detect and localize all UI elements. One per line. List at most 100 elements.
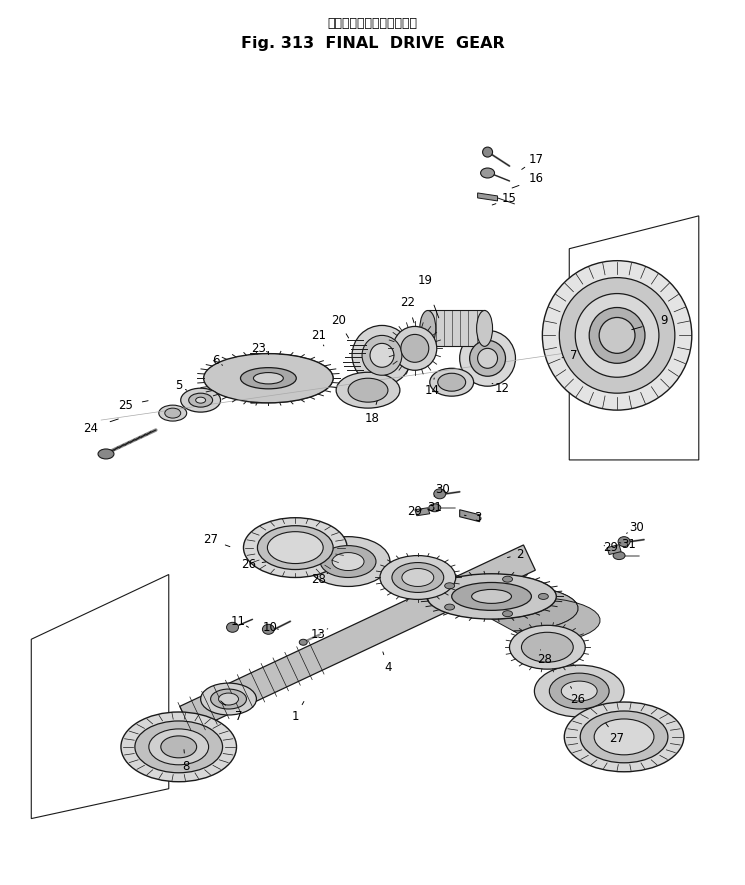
Ellipse shape [469, 341, 506, 376]
Ellipse shape [392, 563, 444, 592]
Ellipse shape [559, 278, 675, 393]
Ellipse shape [135, 721, 223, 773]
Text: 22: 22 [400, 296, 416, 309]
Ellipse shape [478, 349, 498, 368]
Ellipse shape [445, 604, 454, 610]
Text: 12: 12 [495, 381, 510, 395]
Ellipse shape [599, 318, 635, 353]
Ellipse shape [211, 689, 247, 709]
Text: 19: 19 [417, 274, 432, 287]
Ellipse shape [564, 702, 684, 772]
Ellipse shape [434, 489, 446, 499]
Text: 1: 1 [291, 711, 299, 723]
Ellipse shape [539, 594, 548, 599]
Polygon shape [460, 510, 480, 521]
Ellipse shape [580, 711, 668, 763]
Text: 21: 21 [311, 329, 326, 342]
Ellipse shape [561, 681, 597, 701]
Text: 28: 28 [311, 573, 326, 586]
Ellipse shape [306, 536, 390, 587]
Text: 2: 2 [516, 548, 523, 561]
Polygon shape [569, 216, 699, 460]
Ellipse shape [430, 368, 474, 396]
Text: 7: 7 [235, 711, 242, 723]
Text: 15: 15 [502, 192, 517, 205]
Text: 30: 30 [435, 483, 450, 496]
Ellipse shape [393, 327, 437, 370]
Ellipse shape [320, 546, 376, 578]
Ellipse shape [429, 504, 441, 512]
Ellipse shape [380, 556, 456, 599]
Text: 24: 24 [83, 421, 98, 435]
Ellipse shape [299, 639, 307, 645]
Polygon shape [492, 573, 578, 631]
Ellipse shape [427, 573, 557, 620]
Polygon shape [607, 544, 621, 555]
Ellipse shape [200, 683, 256, 715]
Ellipse shape [460, 330, 516, 386]
Ellipse shape [226, 622, 238, 632]
Ellipse shape [613, 551, 625, 559]
Ellipse shape [161, 736, 197, 758]
Ellipse shape [370, 343, 394, 367]
Text: 3: 3 [474, 512, 481, 524]
Polygon shape [31, 574, 169, 819]
Text: 5: 5 [175, 379, 183, 392]
Polygon shape [415, 508, 430, 516]
Text: ファイナルドライブギヤー: ファイナルドライブギヤー [328, 17, 417, 30]
Ellipse shape [445, 583, 454, 589]
Ellipse shape [534, 666, 624, 717]
Ellipse shape [196, 397, 206, 404]
Ellipse shape [522, 632, 573, 662]
Ellipse shape [575, 294, 659, 377]
Ellipse shape [188, 393, 212, 407]
Text: 7: 7 [571, 349, 578, 362]
Ellipse shape [336, 373, 400, 408]
Ellipse shape [549, 673, 609, 709]
Ellipse shape [618, 536, 630, 547]
Ellipse shape [481, 168, 495, 178]
Ellipse shape [420, 311, 436, 346]
Text: 8: 8 [182, 760, 189, 773]
Ellipse shape [253, 373, 283, 384]
Polygon shape [428, 311, 484, 346]
Ellipse shape [510, 626, 586, 669]
Ellipse shape [165, 408, 181, 418]
Text: 25: 25 [118, 398, 133, 412]
Ellipse shape [218, 693, 238, 705]
Ellipse shape [483, 147, 492, 157]
Text: 29: 29 [603, 541, 618, 554]
Ellipse shape [348, 378, 388, 402]
Text: 27: 27 [203, 533, 218, 546]
Ellipse shape [589, 307, 645, 364]
Ellipse shape [332, 552, 364, 571]
Ellipse shape [595, 719, 654, 755]
Text: 26: 26 [241, 558, 256, 571]
Ellipse shape [244, 518, 347, 578]
Ellipse shape [159, 405, 187, 421]
Text: 27: 27 [609, 733, 624, 745]
Ellipse shape [401, 335, 429, 362]
Ellipse shape [352, 326, 412, 385]
Polygon shape [180, 545, 536, 732]
Ellipse shape [542, 261, 692, 410]
Text: Fig. 313  FINAL  DRIVE  GEAR: Fig. 313 FINAL DRIVE GEAR [241, 36, 504, 51]
Ellipse shape [267, 532, 323, 564]
Text: 30: 30 [630, 521, 644, 535]
Ellipse shape [362, 335, 402, 375]
Text: 23: 23 [251, 342, 266, 355]
Ellipse shape [181, 389, 221, 412]
Text: 13: 13 [311, 627, 326, 641]
Ellipse shape [451, 582, 531, 611]
Text: 20: 20 [331, 314, 346, 327]
Text: 4: 4 [384, 661, 392, 673]
Text: 11: 11 [231, 615, 246, 627]
Text: 6: 6 [212, 354, 219, 366]
Ellipse shape [98, 449, 114, 459]
Text: 31: 31 [621, 538, 636, 551]
Ellipse shape [258, 526, 333, 570]
Ellipse shape [438, 373, 466, 391]
Ellipse shape [472, 589, 512, 604]
Ellipse shape [503, 611, 513, 617]
Text: 28: 28 [537, 653, 552, 666]
